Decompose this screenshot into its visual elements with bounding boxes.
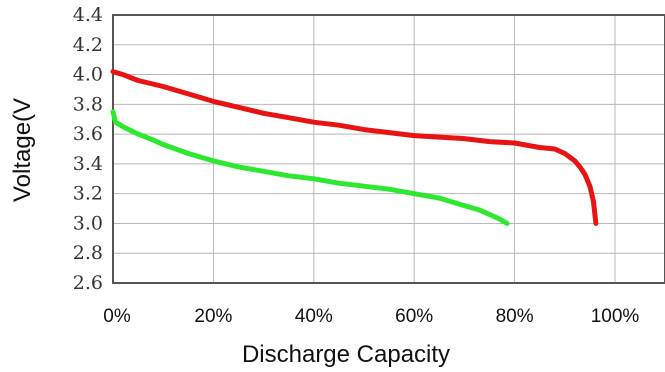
series-group — [110, 69, 599, 226]
y-tick-label-5: 3.6 — [73, 123, 103, 145]
y-tick-label-4: 3.4 — [73, 153, 103, 175]
y-tick-labels: 2.6 2.8 3.0 3.2 3.4 3.6 3.8 4.0 4.2 4.4 — [73, 4, 103, 294]
x-tick-labels: 0% 20% 40% 60% 80% 100% — [103, 306, 639, 327]
x-tick-label-0: 0% — [103, 306, 131, 327]
plot-frame — [112, 14, 665, 284]
x-tick-label-1: 20% — [194, 306, 232, 327]
x-tick-label-2: 40% — [295, 306, 333, 327]
series-line-0 — [110, 69, 599, 226]
x-tick-label-4: 80% — [496, 306, 534, 327]
x-axis-title: Discharge Capacity — [242, 341, 450, 368]
y-tick-label-6: 3.8 — [73, 93, 103, 115]
y-tick-label-3: 3.2 — [73, 183, 103, 205]
y-tick-label-8: 4.2 — [73, 34, 103, 56]
y-axis-title: Voltage(V — [9, 98, 36, 202]
x-tick-label-5: 100% — [591, 306, 640, 327]
y-tick-label-7: 4.0 — [73, 64, 103, 86]
x-tick-label-3: 60% — [395, 306, 433, 327]
y-tick-label-0: 2.6 — [73, 272, 103, 294]
series-line-1 — [110, 109, 510, 226]
y-tick-label-1: 2.8 — [73, 242, 103, 264]
plot-background — [113, 15, 665, 283]
y-tick-label-9: 4.4 — [73, 4, 103, 26]
y-tick-label-2: 3.0 — [73, 212, 103, 234]
